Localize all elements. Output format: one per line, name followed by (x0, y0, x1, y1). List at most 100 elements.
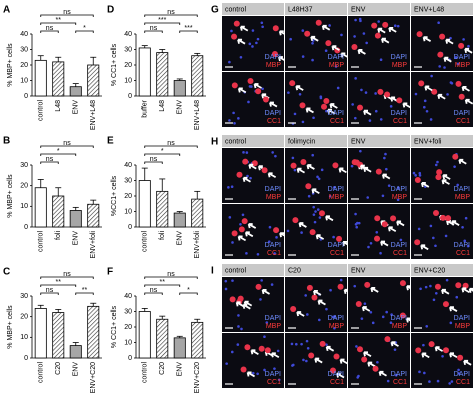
significance-label: ** (82, 287, 88, 294)
nucleus (277, 378, 281, 382)
arrow (424, 85, 433, 92)
nucleus (328, 24, 331, 27)
micrograph (348, 333, 410, 388)
x-tick-label: ENV+C20 (90, 362, 97, 393)
column-header-bg (222, 3, 284, 15)
column-header-bg (411, 135, 473, 147)
cell (311, 294, 318, 301)
channel-label: DAPI (328, 110, 344, 117)
nucleus (364, 91, 368, 94)
channel-label: CC1 (267, 250, 281, 257)
nucleus (236, 343, 240, 346)
y-axis-label: % MBP+ cells (7, 43, 14, 87)
error-bar (72, 83, 79, 87)
arrow (387, 226, 397, 233)
bar (87, 203, 100, 228)
cell (308, 352, 315, 359)
nucleus (366, 196, 370, 199)
nucleus (353, 35, 356, 38)
cell (247, 77, 254, 84)
nucleus (336, 86, 340, 90)
arrow (298, 222, 307, 228)
cell (325, 40, 332, 47)
nucleus (432, 236, 435, 240)
arrow (388, 26, 397, 33)
arrow (243, 300, 253, 307)
cell (290, 305, 297, 312)
panel-letter: G (211, 5, 219, 16)
nucleus (270, 283, 274, 286)
cell (414, 176, 421, 183)
nucleus (225, 362, 228, 365)
bar (156, 318, 169, 359)
nucleus (273, 367, 276, 370)
y-axis-label: % CC1+ cells (111, 43, 118, 86)
significance-bracket (40, 161, 59, 164)
nucleus (239, 222, 242, 226)
significance-bracket (144, 22, 181, 25)
cell (337, 283, 344, 290)
nucleus (300, 231, 303, 234)
column-header: C20 (288, 267, 301, 274)
nucleus (267, 240, 271, 243)
nucleus (351, 103, 354, 106)
nucleus (290, 342, 294, 346)
nucleus (418, 174, 422, 177)
nucleus (418, 171, 422, 175)
cell (315, 19, 322, 26)
micrograph (285, 72, 347, 127)
arrow (296, 311, 305, 317)
nucleus (424, 285, 428, 289)
micrograph (222, 277, 284, 332)
x-tick-label: L48 (55, 100, 62, 112)
nucleus (436, 160, 439, 164)
arrow (468, 287, 474, 293)
channel-label: DAPI (265, 371, 281, 378)
nucleus (319, 96, 323, 100)
cell (374, 215, 381, 222)
cell (357, 104, 364, 111)
channel-label: CC1 (393, 118, 407, 125)
channel-label: DAPI (391, 186, 407, 193)
nucleus (261, 87, 264, 91)
cell (233, 20, 240, 27)
x-tick-label: foli (159, 231, 166, 240)
cell (231, 33, 238, 40)
nucleus (399, 238, 403, 242)
nucleus (301, 55, 305, 58)
cell (375, 168, 382, 175)
bar (156, 52, 169, 97)
arrow (437, 93, 446, 100)
nucleus (255, 41, 258, 45)
column-header-bg (285, 3, 347, 15)
micrograph (285, 277, 347, 332)
nucleus (379, 58, 383, 62)
column-header: ENV+foli (414, 138, 442, 145)
channel-label: MBP (392, 323, 408, 330)
channel-label: MBP (329, 323, 345, 330)
channel-label: CC1 (393, 250, 407, 257)
nucleus (423, 371, 426, 375)
x-tick-label: foli (55, 231, 62, 240)
arrow (237, 235, 247, 242)
cell (372, 365, 379, 372)
column-header-bg (348, 135, 410, 147)
nucleus (456, 62, 460, 66)
cell (439, 214, 446, 221)
channel-label: CC1 (330, 379, 344, 386)
cell (371, 22, 378, 29)
nucleus (396, 24, 400, 28)
nucleus (455, 295, 459, 299)
cell (261, 167, 268, 174)
arrow (443, 56, 452, 63)
arrow (420, 182, 430, 188)
nucleus (295, 342, 298, 346)
cell (353, 159, 360, 166)
nucleus (354, 18, 357, 22)
nucleus (368, 119, 372, 122)
nucleus (325, 343, 328, 346)
y-tick-label: 30 (124, 46, 132, 53)
significance-bracket (40, 276, 94, 279)
cell (264, 347, 271, 354)
cell (439, 33, 446, 40)
